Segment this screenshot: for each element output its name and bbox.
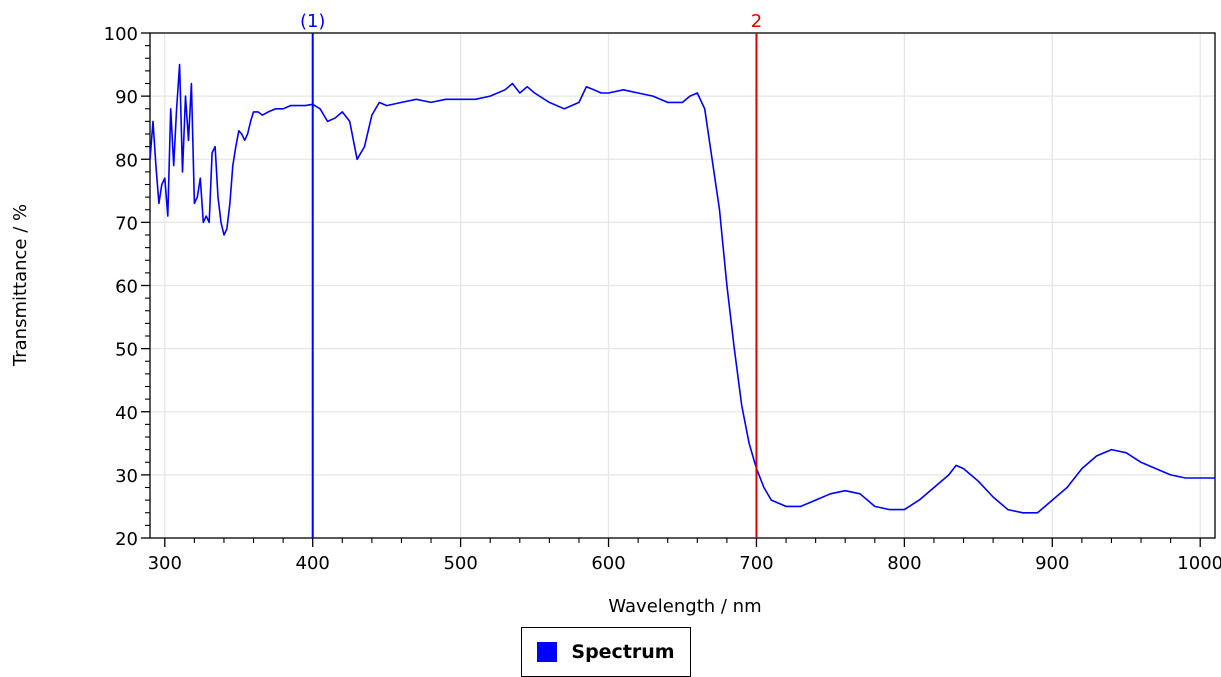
minor-ticks: [145, 45, 1172, 543]
x-tick-label-700: 700: [739, 553, 773, 574]
x-tick-label-400: 400: [296, 553, 330, 574]
x-tick-label-300: 300: [148, 553, 182, 574]
x-tick-label-500: 500: [443, 553, 477, 574]
x-tick-label-1000: 1000: [1177, 553, 1221, 574]
legend: Spectrum: [521, 627, 691, 677]
major-ticks: [141, 32, 1201, 547]
series-line-spectrum: [149, 63, 1215, 514]
cursor-label-1: (1): [300, 11, 326, 32]
y-tick-label-70: 70: [115, 213, 138, 234]
x-tick-labels: 300 400 500 600 700 800 900 1000: [148, 553, 1221, 574]
y-tick-labels: 20 30 40 50 60 70 80 90 100: [104, 24, 138, 550]
legend-label-spectrum: Spectrum: [571, 641, 675, 663]
y-tick-label-20: 20: [115, 529, 138, 550]
x-tick-label-600: 600: [591, 553, 625, 574]
grid-lines: [150, 33, 1215, 538]
x-tick-label-800: 800: [887, 553, 921, 574]
legend-swatch-spectrum: [537, 642, 558, 662]
y-tick-label-30: 30: [115, 466, 138, 487]
cursor-label-2: 2: [751, 11, 762, 32]
y-tick-label-100: 100: [104, 24, 138, 45]
y-tick-label-80: 80: [115, 150, 138, 171]
y-tick-label-90: 90: [115, 87, 138, 108]
cursor-lines: (1) 2: [300, 11, 762, 538]
x-tick-label-900: 900: [1035, 553, 1069, 574]
y-tick-label-60: 60: [115, 277, 138, 298]
y-axis-title: Transmittance / %: [10, 204, 31, 367]
y-tick-label-40: 40: [115, 403, 138, 424]
y-tick-label-50: 50: [115, 340, 138, 361]
x-axis-title: Wavelength / nm: [608, 596, 761, 617]
